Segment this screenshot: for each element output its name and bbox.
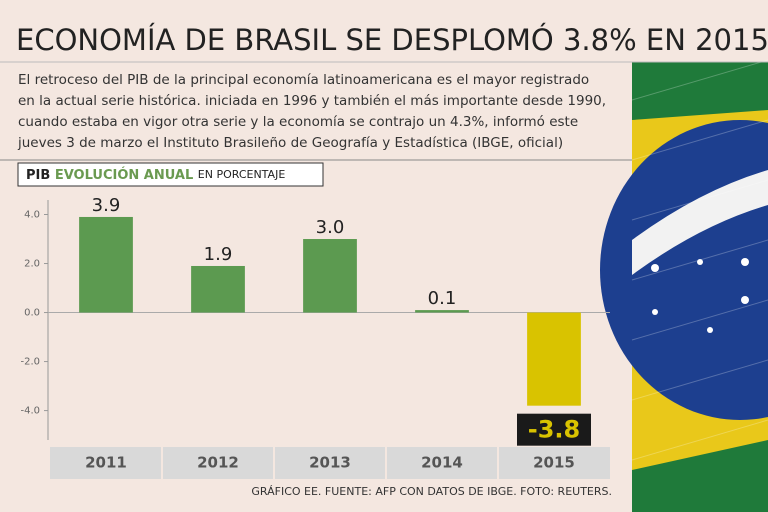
x-tick-label: 2014 xyxy=(421,454,463,472)
bar xyxy=(191,265,245,313)
chart-label-unit: EN PORCENTAJE xyxy=(198,168,286,181)
subtitle-line: cuando estaba en vigor otra serie y la e… xyxy=(18,114,578,130)
y-tick-label: 2.0 xyxy=(24,259,40,270)
value-label: 0.1 xyxy=(428,288,457,309)
bar xyxy=(527,312,581,406)
bar xyxy=(303,239,357,313)
y-tick-label: -4.0 xyxy=(20,406,40,417)
subtitle-line: en la actual serie histórica. iniciada e… xyxy=(18,93,606,109)
chart-label-sub: EVOLUCIÓN ANUAL xyxy=(55,167,193,183)
subtitle-line: jueves 3 de marzo el Instituto Brasileño… xyxy=(17,135,563,151)
value-label: 3.0 xyxy=(316,217,345,238)
x-tick-label: 2012 xyxy=(197,454,239,472)
source: GRÁFICO EE. FUENTE: AFP CON DATOS DE IBG… xyxy=(251,485,612,498)
y-tick-label: -2.0 xyxy=(20,357,40,368)
x-tick-label: 2013 xyxy=(309,454,351,472)
chart-label: PIB EVOLUCIÓN ANUAL EN PORCENTAJE xyxy=(26,167,285,183)
chart-label-box xyxy=(17,162,324,187)
y-tick-label: 4.0 xyxy=(24,210,40,221)
value-label-box xyxy=(517,413,591,446)
y-tick-label: 0.0 xyxy=(24,308,40,319)
flag-photo xyxy=(600,59,768,512)
subtitle-line: El retroceso del PIB de la principal eco… xyxy=(18,72,589,88)
bar xyxy=(415,310,469,313)
value-label: 1.9 xyxy=(204,244,233,265)
chart-title: ECONOMÍA DE BRASIL SE DESPLOMÓ 3.8% EN 2… xyxy=(16,23,768,57)
value-label: 3.9 xyxy=(92,195,121,216)
category-band xyxy=(50,447,610,479)
value-label: -3.8 xyxy=(528,416,580,444)
chart-label-main: PIB xyxy=(26,168,50,183)
x-tick-label: 2015 xyxy=(533,454,575,472)
bar xyxy=(79,216,133,313)
x-tick-label: 2011 xyxy=(85,454,127,472)
